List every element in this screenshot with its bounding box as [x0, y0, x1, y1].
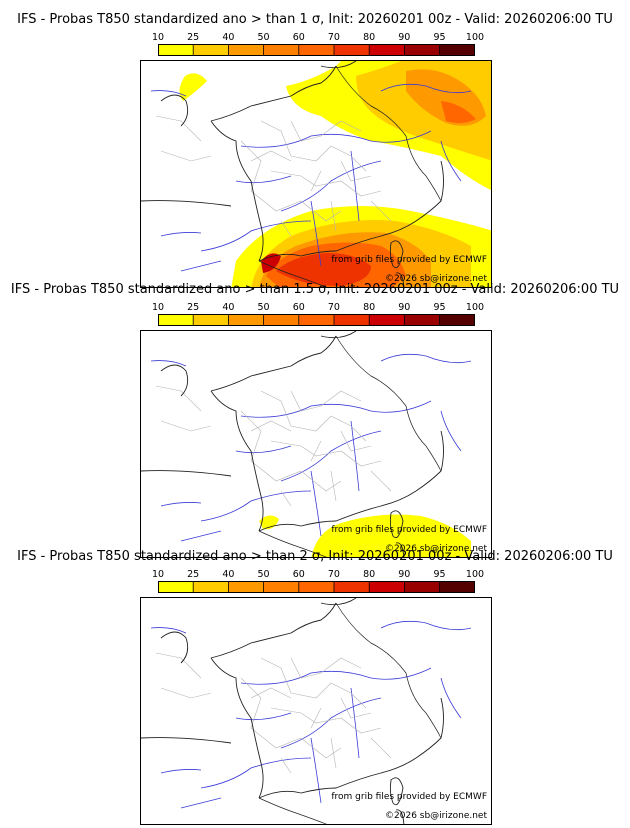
map-canvas: [141, 61, 491, 287]
data-source-credit: from grib files provided by ECMWF: [331, 792, 487, 802]
colorbar-tick: 60: [292, 302, 305, 313]
map-canvas: [141, 598, 472, 824]
colorbar-swatch: [404, 44, 440, 56]
colorbar-tick: 50: [257, 32, 270, 43]
colorbar: [158, 44, 475, 56]
data-source-credit: from grib files provided by ECMWF: [331, 525, 487, 535]
coastline: [141, 61, 444, 287]
colorbar-tick: 25: [187, 569, 200, 580]
colorbar-tick: 60: [292, 569, 305, 580]
panel-title: IFS - Probas T850 standardized ano > tha…: [10, 282, 620, 297]
colorbar-tick: 100: [465, 569, 485, 580]
colorbar-swatch: [263, 44, 299, 56]
colorbar-tick: 95: [433, 569, 446, 580]
colorbar-swatch: [334, 44, 370, 56]
colorbar-tick: 40: [222, 302, 235, 313]
panel-title: IFS - Probas T850 standardized ano > tha…: [17, 12, 613, 27]
colorbar-tick: 10: [151, 569, 165, 580]
map-panel-1: IFS - Probas T850 standardized ano > tha…: [0, 12, 630, 288]
colorbar-swatch: [158, 44, 194, 56]
data-source-credit: from grib files provided by ECMWF: [331, 255, 487, 265]
colorbar-tick: 60: [292, 32, 305, 43]
colorbar-swatch: [369, 44, 405, 56]
colorbar-tick: 50: [257, 569, 270, 580]
colorbar-tick: 40: [222, 32, 235, 43]
colorbar: [158, 581, 475, 593]
colorbar-labels: 10 25 40 50 60 70 80 90 95 100: [152, 569, 484, 581]
colorbar-tick: 80: [363, 32, 376, 43]
map-panel-2: IFS - Probas T850 standardized ano > tha…: [0, 282, 630, 558]
colorbar-tick: 70: [327, 32, 340, 43]
panel-title: IFS - Probas T850 standardized ano > tha…: [17, 549, 613, 564]
colorbar-swatch: [193, 44, 229, 56]
colorbar-tick: 95: [433, 32, 446, 43]
colorbar-labels: 10 25 40 50 60 70 80 90 95 100: [152, 32, 484, 44]
map-frame: from grib files provided by ECMWF ©2026 …: [140, 597, 492, 825]
colorbar-tick: 40: [222, 569, 235, 580]
map-frame: from grib files provided by ECMWF ©2026 …: [140, 330, 492, 558]
colorbar-tick: 25: [187, 302, 200, 313]
department-borders: [155, 115, 392, 237]
map-canvas: [141, 331, 472, 557]
colorbar-tick: 90: [398, 302, 411, 313]
river-lines: [150, 83, 472, 272]
colorbar-tick: 100: [465, 32, 485, 43]
probability-area-south: [231, 206, 491, 287]
colorbar-tick: 100: [465, 302, 485, 313]
colorbar-tick: 25: [187, 32, 200, 43]
colorbar-tick: 90: [398, 32, 411, 43]
copyright-credit: ©2026 sb@irizone.net: [385, 544, 487, 554]
copyright-credit: ©2026 sb@irizone.net: [385, 274, 487, 284]
colorbar-labels: 10 25 40 50 60 70 80 90 95 100: [152, 302, 484, 314]
colorbar-tick: 95: [433, 302, 446, 313]
colorbar-tick: 80: [363, 302, 376, 313]
colorbar-tick: 70: [327, 569, 340, 580]
colorbar-tick: 90: [398, 569, 411, 580]
probability-area-northeast: [179, 61, 491, 191]
national-borders: [258, 65, 442, 287]
colorbar-swatch: [439, 44, 475, 56]
copyright-credit: ©2026 sb@irizone.net: [385, 811, 487, 821]
colorbar-swatch: [298, 44, 334, 56]
map-panel-3: IFS - Probas T850 standardized ano > tha…: [0, 549, 630, 825]
colorbar-tick: 50: [257, 302, 270, 313]
colorbar: [158, 314, 475, 326]
map-frame: from grib files provided by ECMWF ©2026 …: [140, 60, 492, 288]
colorbar-tick: 70: [327, 302, 340, 313]
colorbar-tick: 10: [151, 32, 165, 43]
colorbar-swatch: [228, 44, 264, 56]
colorbar-tick: 10: [151, 302, 165, 313]
colorbar-tick: 80: [363, 569, 376, 580]
